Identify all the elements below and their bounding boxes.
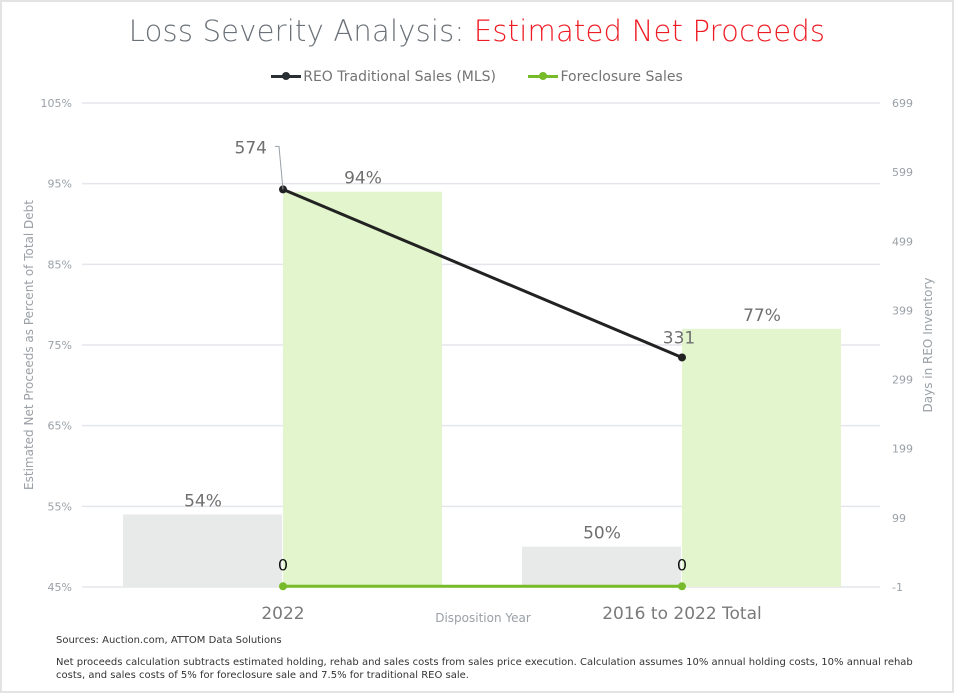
y2-tick-label: 599 xyxy=(892,166,913,179)
chart-title-prefix: Loss Severity Analysis: xyxy=(128,14,474,48)
legend-line-marker-icon xyxy=(271,72,302,80)
y-tick-label: 95% xyxy=(48,178,72,191)
bar-data-label: 94% xyxy=(344,169,382,189)
bar-data-label: 50% xyxy=(583,524,621,544)
x-tick-label: 2016 to 2022 Total xyxy=(602,604,762,624)
x-axis-title: Disposition Year xyxy=(435,611,531,625)
legend: REO Traditional Sales (MLS) Foreclosure … xyxy=(0,66,954,85)
y2-axis-title: Days in REO Inventory xyxy=(921,277,935,412)
footer-sources: Sources: Auction.com, ATTOM Data Solutio… xyxy=(56,635,282,646)
line-reo xyxy=(282,188,683,359)
y2-tick-label: -1 xyxy=(892,581,903,594)
y-tick-label: 45% xyxy=(48,581,72,594)
line-data-label: 331 xyxy=(663,328,695,348)
line-data-label: 574 xyxy=(235,138,267,158)
y-tick-label: 85% xyxy=(48,258,72,271)
bar-reo xyxy=(123,514,282,587)
line-series xyxy=(279,185,686,591)
line-point xyxy=(678,582,686,591)
legend-item-reo[interactable]: REO Traditional Sales (MLS) xyxy=(271,69,496,85)
line-point xyxy=(678,353,686,362)
y-axis-title: Estimated Net Proceeds as Percent of Tot… xyxy=(22,200,36,490)
chart-title-accent: Estimated Net Proceeds xyxy=(473,14,826,48)
legend-item-foreclosure[interactable]: Foreclosure Sales xyxy=(528,68,683,85)
line-point xyxy=(279,582,287,591)
legend-line-marker-icon xyxy=(528,72,559,80)
y2-tick-label: 399 xyxy=(892,304,913,317)
y-tick-label: 55% xyxy=(48,500,72,513)
footer-note: Net proceeds calculation subtracts estim… xyxy=(56,657,913,681)
y-tick-label: 75% xyxy=(48,339,72,352)
line-data-label: 0 xyxy=(278,555,288,574)
bars xyxy=(123,191,841,587)
data-labels: 54% 50% 94% 77% 574 331 0 0 xyxy=(184,138,781,574)
y2-tick-label: 699 xyxy=(892,97,913,110)
line-data-label: 0 xyxy=(677,555,687,574)
y2-tick-label: 299 xyxy=(892,374,913,387)
y2-tick-label: 99 xyxy=(892,512,906,525)
y-tick-label: 65% xyxy=(48,420,72,433)
bar-data-label: 77% xyxy=(743,306,781,326)
bar-data-label: 54% xyxy=(184,491,222,511)
bar-foreclosure xyxy=(682,328,841,587)
y-tick-label: 105% xyxy=(41,97,72,110)
bar-foreclosure xyxy=(283,191,442,587)
label-leader-line xyxy=(275,145,284,190)
bar-reo xyxy=(522,546,681,587)
y2-tick-label: 199 xyxy=(892,443,913,456)
axes: Estimated Net Proceeds as Percent of Tot… xyxy=(22,97,935,625)
legend-label: Foreclosure Sales xyxy=(560,68,683,85)
legend-label: REO Traditional Sales (MLS) xyxy=(303,68,497,85)
x-tick-label: 2022 xyxy=(261,604,304,624)
y2-tick-label: 499 xyxy=(892,235,913,248)
chart-title: Loss Severity Analysis: Estimated Net Pr… xyxy=(0,14,954,48)
